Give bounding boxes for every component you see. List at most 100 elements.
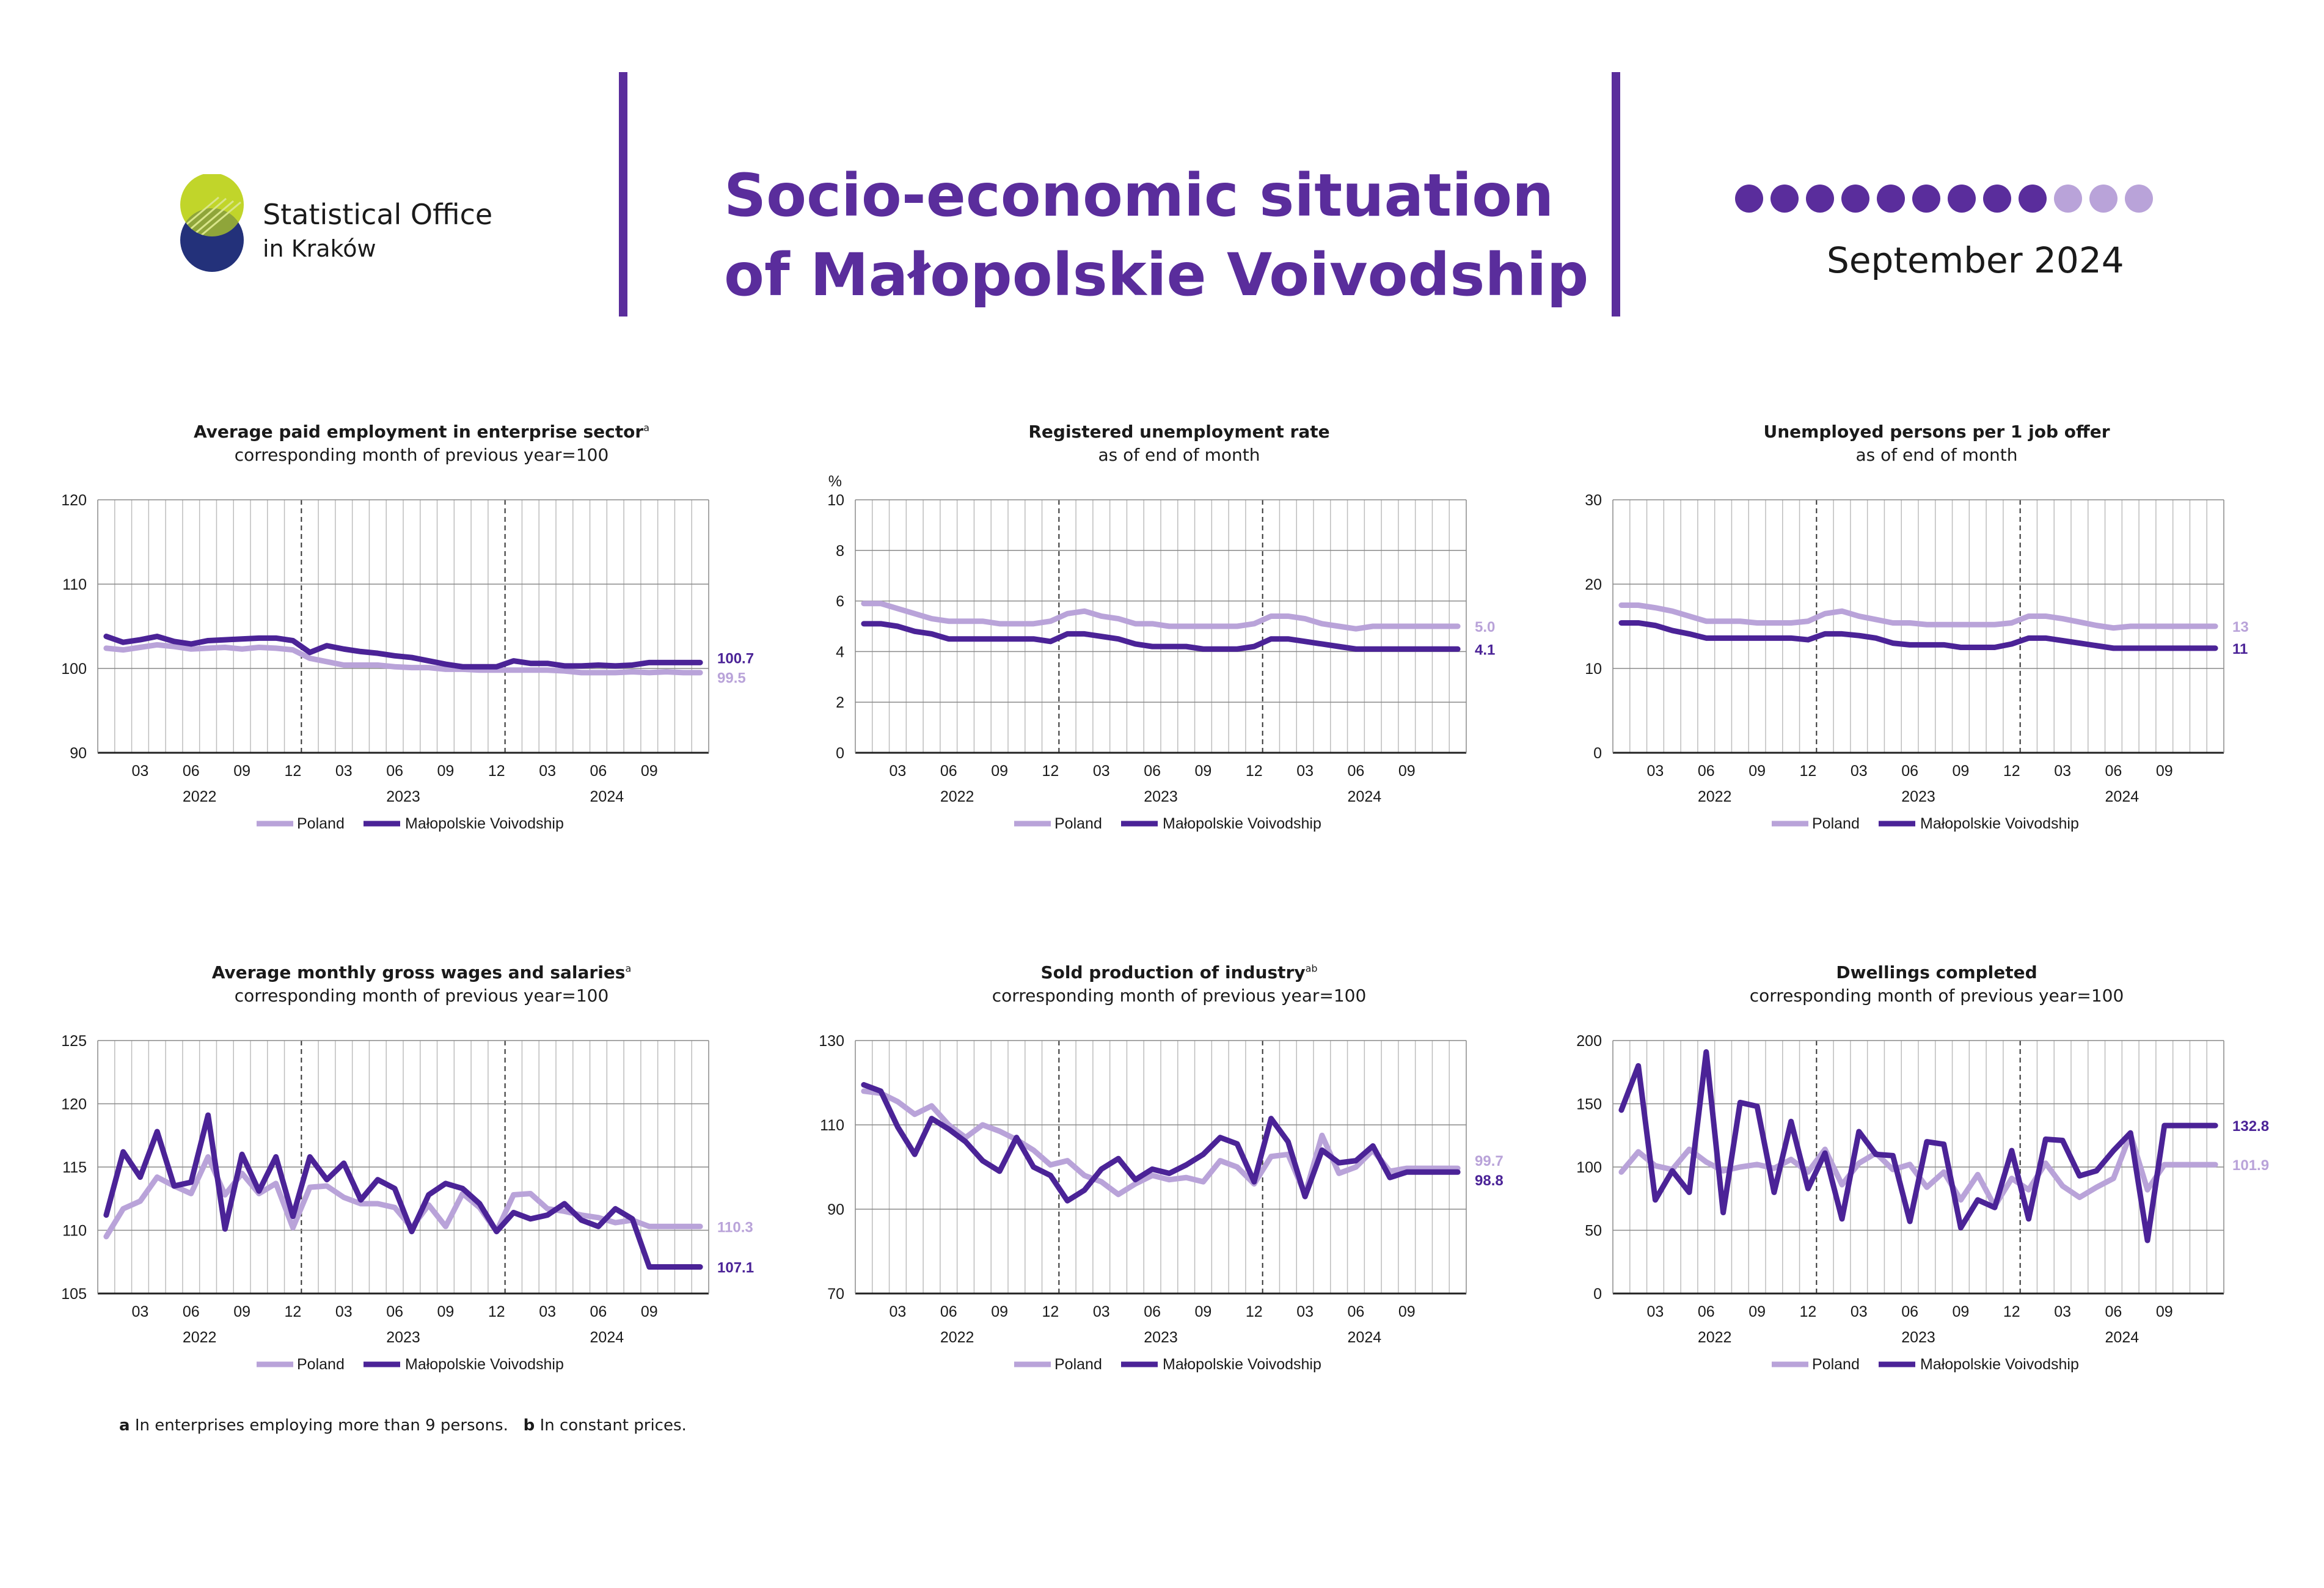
chart-title: Registered unemployment rate — [1028, 422, 1330, 442]
legend: Poland Małopolskie Voivodship — [257, 1356, 564, 1373]
y-tick-label: 0 — [1593, 1286, 1602, 1303]
chart-subtitle: corresponding month of previous year=100 — [992, 986, 1367, 1006]
progress-dot — [1877, 185, 1905, 213]
x-tick-label: 09 — [1953, 1303, 1970, 1320]
progress-dot — [1983, 185, 2011, 213]
chart-subtitle: as of end of month — [1098, 445, 1260, 465]
progress-dot — [2054, 185, 2082, 213]
x-tick-label: 12 — [488, 763, 505, 780]
series-end-label: 101.9 — [2232, 1157, 2269, 1174]
x-tick-label: 03 — [1093, 1303, 1110, 1320]
year-label: 2023 — [1901, 1329, 1935, 1346]
y-tick-label: 110 — [820, 1117, 844, 1134]
footnote: a In enterprises employing more than 9 p… — [119, 1416, 687, 1435]
x-tick-label: 09 — [641, 763, 658, 780]
y-tick-label: 115 — [62, 1159, 87, 1176]
x-tick-label: 03 — [1851, 1303, 1868, 1320]
chart-employment: Average paid employment in enterprise se… — [43, 422, 800, 837]
chart-unemployment-rate-plot: 0 2 4 6 8 10% 03 06 09 12 03 06 09 12 03 06 09 2022 2023 20… — [827, 473, 1495, 832]
y-tick-label: 100 — [1576, 1159, 1602, 1176]
x-tick-label: 03 — [1851, 763, 1868, 780]
x-tick-label: 06 — [2105, 763, 2122, 780]
year-label: 2022 — [1698, 788, 1732, 805]
series-end-label: 4.1 — [1475, 642, 1495, 658]
chart-title-sup: a — [625, 962, 632, 975]
x-tick-label: 06 — [1901, 763, 1918, 780]
x-tick-label: 06 — [1144, 763, 1161, 780]
x-tick-label: 09 — [233, 1303, 250, 1320]
x-tick-label: 03 — [890, 763, 907, 780]
series-line-poland — [103, 642, 703, 676]
legend-label-poland: Poland — [1812, 1356, 1860, 1373]
plot-area: 0 10 20 30 03 06 09 12 03 06 09 12 03 06 09 2022 2023 202… — [1585, 492, 2249, 805]
title-line2: of Małopolskie Voivodship — [724, 241, 1589, 309]
x-tick-label: 03 — [539, 763, 556, 780]
logo-line2: in Kraków — [263, 235, 376, 262]
x-tick-label: 12 — [1042, 1303, 1059, 1320]
chart-title: Unemployed persons per 1 job offer — [1763, 422, 2110, 442]
year-label: 2022 — [1698, 1329, 1732, 1346]
x-tick-label: 06 — [590, 1303, 607, 1320]
x-tick-label: 03 — [132, 1303, 149, 1320]
legend: Poland Małopolskie Voivodship — [1014, 815, 1321, 832]
y-tick-label: 50 — [1585, 1223, 1602, 1240]
y-tick-label: 90 — [827, 1201, 844, 1218]
plot-area: 90 100 110 120 03 06 09 12 03 06 09 12 03 06 09 2022 202… — [61, 492, 754, 805]
y-tick-label: 150 — [1576, 1096, 1602, 1113]
logo-line1: Statistical Office — [263, 198, 493, 231]
logo-mark-icon — [180, 174, 244, 272]
year-label: 2024 — [1348, 788, 1382, 805]
y-tick-label: 110 — [62, 1223, 87, 1240]
legend-label-poland: Poland — [1812, 815, 1860, 832]
month-progress-dots — [1735, 185, 2160, 214]
header-divider-left — [619, 72, 627, 317]
progress-dot — [1770, 185, 1799, 213]
x-tick-label: 09 — [437, 1303, 455, 1320]
series-line-region — [861, 621, 1461, 652]
series-end-label: 110.3 — [717, 1219, 753, 1235]
chart-title: Sold production of industryab — [1040, 962, 1318, 982]
x-tick-label: 03 — [1296, 763, 1314, 780]
x-tick-label: 06 — [590, 763, 607, 780]
progress-dot — [1912, 185, 1940, 213]
progress-dot — [1806, 185, 1834, 213]
series-line-poland — [103, 1154, 703, 1240]
chart-unemployed-per-offer-plot: 0 10 20 30 03 06 09 12 03 06 09 12 03 06 09 2022 2023 202… — [1585, 492, 2249, 832]
x-tick-label: 03 — [2054, 1303, 2071, 1320]
x-tick-label: 06 — [1348, 1303, 1365, 1320]
y-tick-label: 20 — [1585, 576, 1602, 593]
year-label: 2023 — [386, 788, 420, 805]
x-tick-label: 06 — [1698, 1303, 1715, 1320]
chart-title: Average paid employment in enterprise se… — [194, 422, 649, 442]
x-tick-label: 03 — [1093, 763, 1110, 780]
y-tick-label: 110 — [62, 576, 87, 593]
chart-industry: Sold production of industryab correspond… — [800, 962, 1558, 1378]
x-tick-label: 06 — [1348, 763, 1365, 780]
series-line-poland — [861, 1088, 1461, 1198]
x-tick-label: 12 — [488, 1303, 505, 1320]
x-tick-label: 03 — [2054, 763, 2071, 780]
progress-dot — [2019, 185, 2047, 213]
chart-title: Dwellings completed — [1836, 962, 2037, 982]
x-tick-label: 09 — [1748, 763, 1766, 780]
progress-dot — [1948, 185, 1976, 213]
x-tick-label: 12 — [1246, 1303, 1263, 1320]
x-tick-label: 12 — [1800, 763, 1817, 780]
series-end-label: 132.8 — [2232, 1118, 2269, 1135]
legend-label-poland: Poland — [1054, 815, 1102, 832]
year-label: 2023 — [386, 1329, 420, 1346]
chart-unemployment-rate: Registered unemployment rate as of end o… — [800, 422, 1558, 837]
progress-dot — [1735, 185, 1763, 213]
x-tick-label: 03 — [132, 763, 149, 780]
year-label: 2024 — [590, 1329, 624, 1346]
y-tick-label: 0 — [836, 745, 844, 762]
x-tick-label: 12 — [1800, 1303, 1817, 1320]
x-tick-label: 06 — [386, 763, 403, 780]
x-tick-label: 06 — [183, 1303, 200, 1320]
x-tick-label: 03 — [890, 1303, 907, 1320]
plot-area: 0 2 4 6 8 10% 03 06 09 12 03 06 09 12 03 06 09 2022 2023 20… — [827, 473, 1495, 805]
chart-dwellings: Dwellings completed corresponding month … — [1558, 962, 2315, 1378]
year-label: 2023 — [1144, 788, 1178, 805]
x-tick-label: 09 — [1748, 1303, 1766, 1320]
y-tick-label: 2 — [836, 694, 844, 711]
